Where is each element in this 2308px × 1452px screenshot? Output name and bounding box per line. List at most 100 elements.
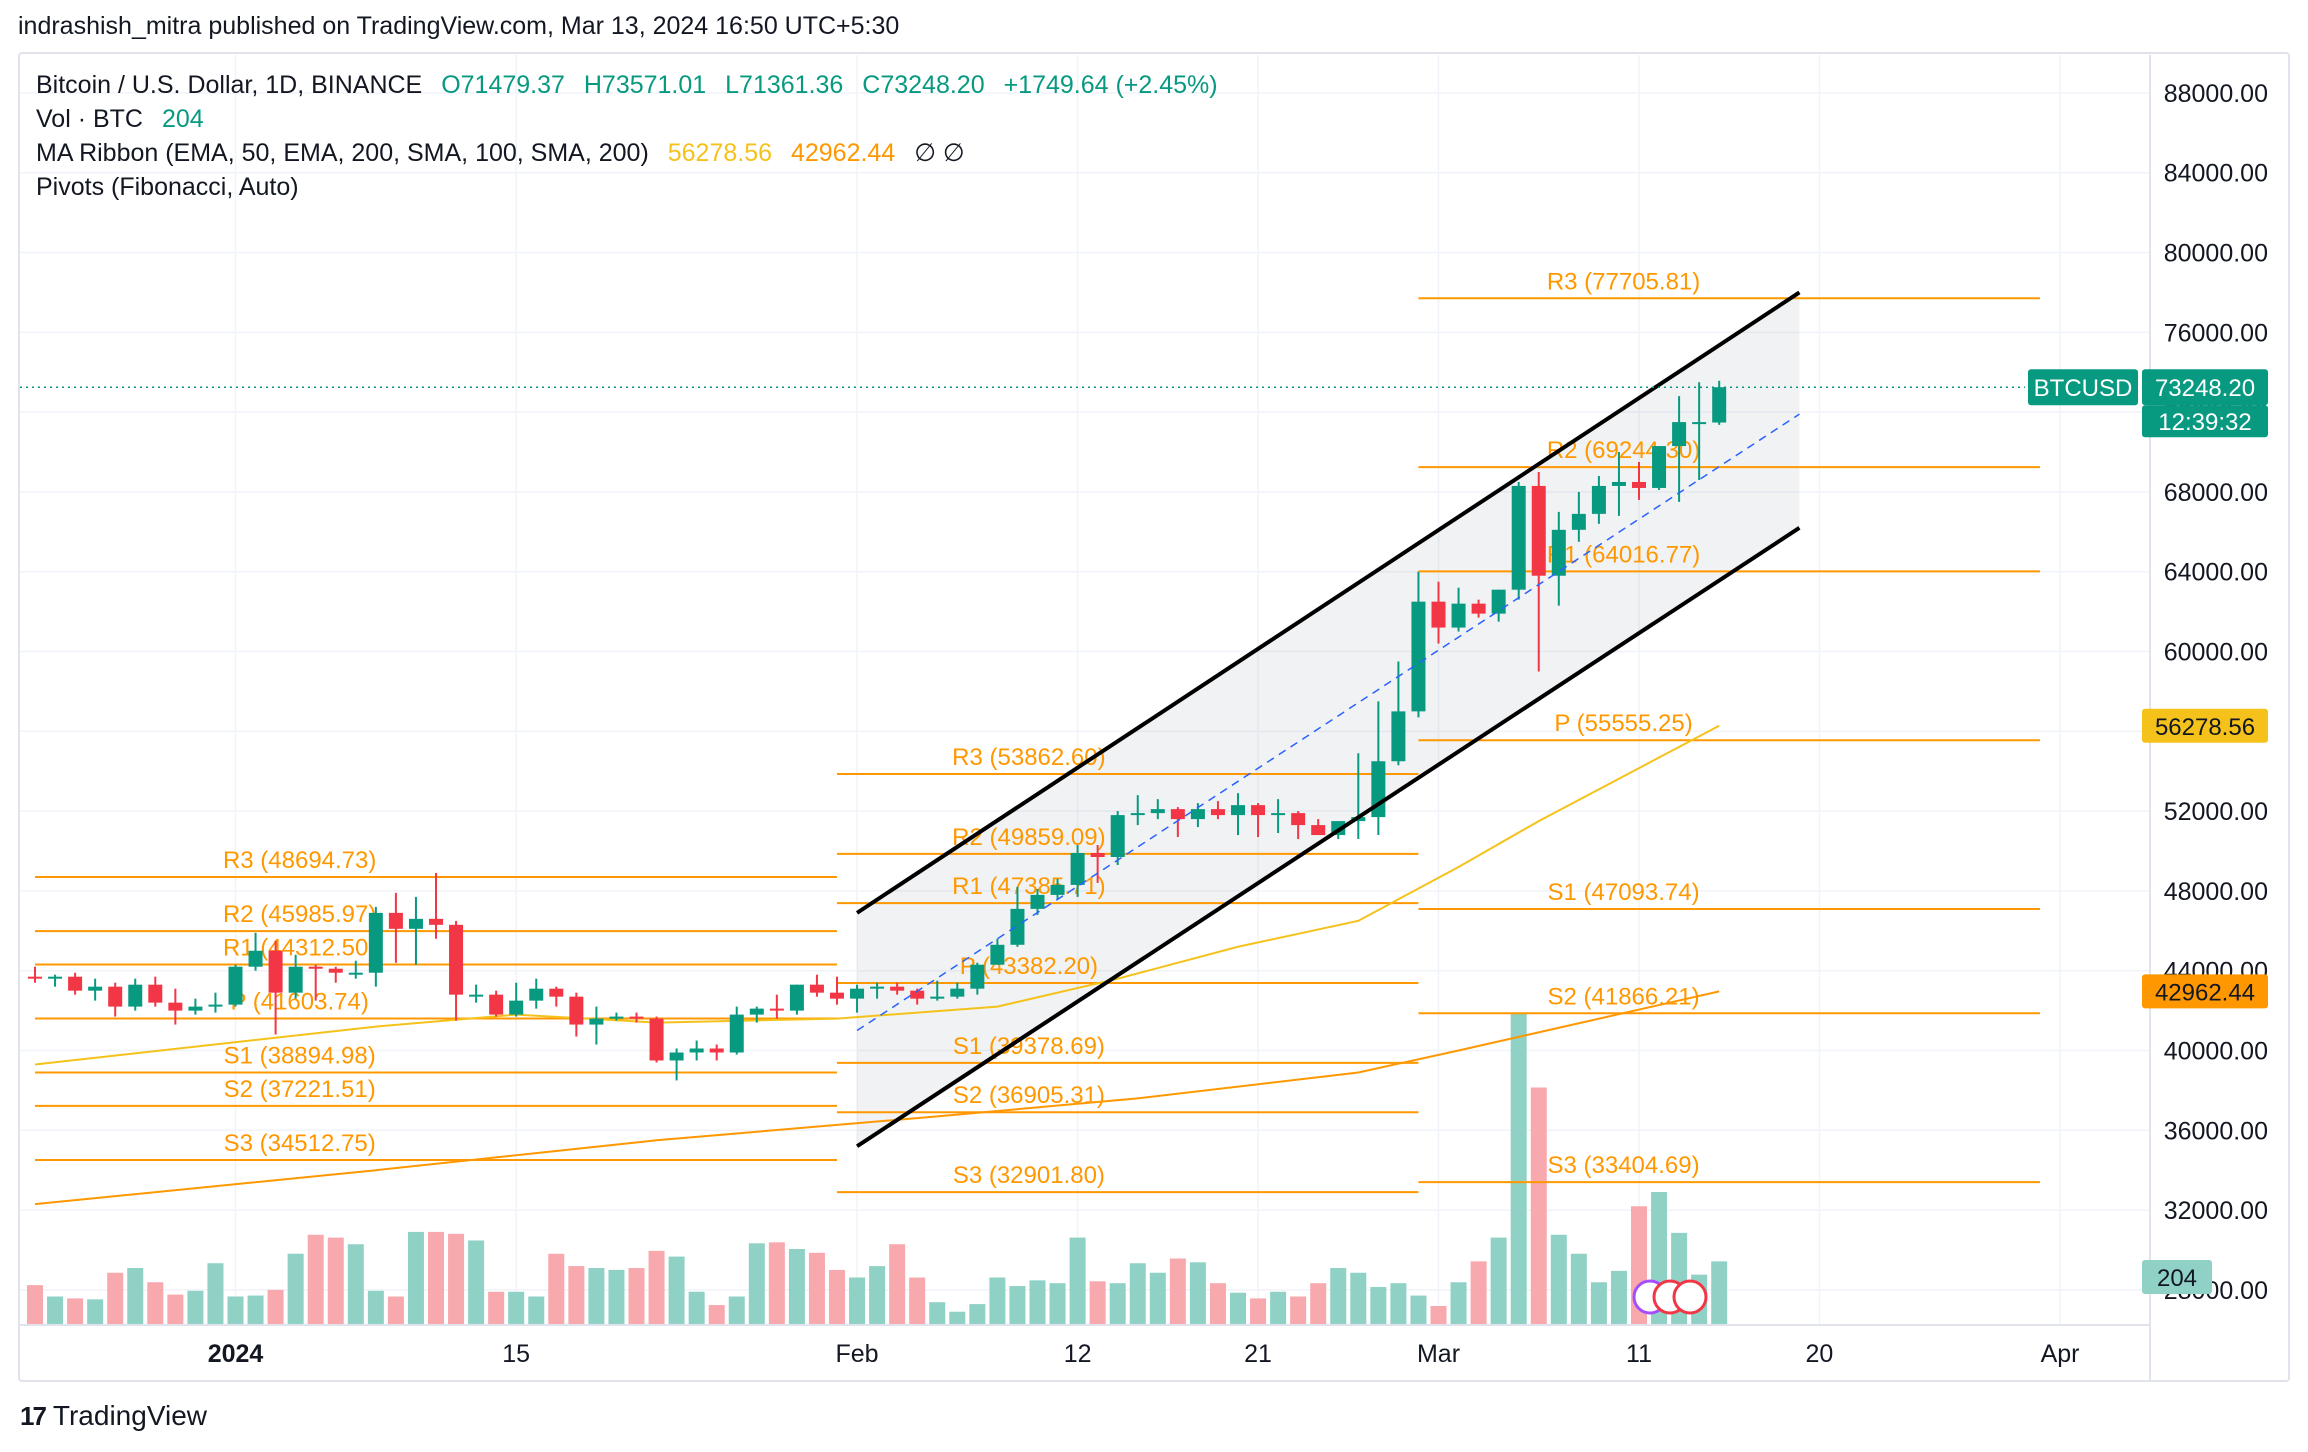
candle-body [1431,601,1446,628]
candle-body [589,1018,604,1025]
volume-bar [1290,1296,1307,1325]
volume-bar [849,1277,866,1325]
channel-lower-line [855,526,1801,1148]
candle-body [1030,894,1045,909]
candle-body [1451,603,1466,628]
candle-body [769,1008,784,1011]
candle-body [1090,853,1105,858]
volume-bar [1590,1282,1607,1325]
candle-body [1231,805,1245,816]
chart-frame [18,52,2290,1382]
candle-body [1311,825,1326,836]
y-tick-label: 76000.00 [2164,319,2268,347]
ma-empty-values: ∅ ∅ [914,139,965,167]
volume-bar [588,1268,605,1325]
x-tick-label: 11 [1626,1340,1652,1368]
x-tick-label: 15 [502,1340,530,1368]
candle-body [890,986,905,991]
volume-bar [1189,1262,1206,1325]
volume-bar [688,1291,705,1325]
volume-bar [1069,1237,1086,1325]
candle-body [609,1016,624,1019]
volume-bar [1711,1261,1728,1325]
x-tick-label: Feb [836,1340,879,1368]
y-tick-label: 84000.00 [2164,160,2268,188]
volume-bar [187,1290,204,1325]
y-tick-label: 60000.00 [2164,639,2268,667]
candle-body [1712,387,1727,423]
x-tick-label: 2024 [208,1340,264,1368]
candle-body [1190,809,1205,820]
x-tick-label: Apr [2041,1340,2080,1368]
volume-bar [668,1256,685,1325]
volume-bar [1550,1234,1567,1325]
candle-body [288,966,303,993]
volume-bar [748,1243,765,1325]
volume-bar [1430,1306,1447,1325]
candle-body [1070,853,1085,885]
candle-body [529,988,544,1001]
close-value: C73248.20 [862,71,985,99]
volume-bar [909,1277,926,1325]
volume-bar [448,1233,465,1325]
legend-volume-row[interactable]: Vol · BTC 204 [36,102,1230,136]
pivot-label: S3 (34512.75) [224,1130,376,1157]
candle-body [870,986,885,989]
candle-body [830,992,844,999]
chart-legend: Bitcoin / U.S. Dollar, 1D, BINANCE O7147… [36,68,1230,204]
legend-pivots-row[interactable]: Pivots (Fibonacci, Auto) [36,170,1230,204]
low-value: L71361.36 [725,71,844,99]
brand-name: TradingView [52,1400,208,1431]
candle-body [308,966,323,969]
volume-bar [1029,1280,1046,1325]
pivot-label: S3 (33404.69) [1548,1152,1700,1179]
ema50-tag: 56278.56 [2155,714,2255,741]
candle-body [1251,805,1266,816]
candle-body [489,994,504,1015]
high-value: H73571.01 [583,71,707,99]
x-tick-label: Mar [1417,1340,1460,1368]
pivot-label: R3 (53862.60) [952,744,1105,771]
volume-bar [508,1291,525,1325]
volume-bar [428,1231,444,1325]
candle-body [649,1018,664,1061]
last-price-tag: 73248.20 [2155,375,2255,402]
pivot-label: S1 (38894.98) [224,1043,376,1070]
legend-symbol-row[interactable]: Bitcoin / U.S. Dollar, 1D, BINANCE O7147… [36,68,1230,102]
volume-bar [387,1296,404,1325]
volume-bar [27,1285,43,1325]
symbol-tag-bg [2028,369,2138,406]
candle-body [1050,884,1065,895]
candle-body [669,1052,684,1061]
volume-bar [989,1277,1006,1325]
volume-bar [889,1244,906,1325]
candle-body [1531,485,1546,576]
volume-bar [1089,1281,1106,1325]
pivot-label: S3 (32901.80) [953,1162,1105,1189]
footer-brand[interactable]: 17 TradingView [20,1400,207,1432]
candle-body [48,976,63,979]
volume-bar [227,1296,244,1325]
volume-bar [1610,1270,1627,1325]
pivot-label: R1 (44312.50) [223,934,376,961]
volume-bar [1149,1272,1166,1325]
candle-body [749,1008,764,1015]
candle-body [368,912,383,973]
volume-bar [468,1240,485,1325]
ma-ribbon-label: MA Ribbon (EMA, 50, EMA, 200, SMA, 100, … [36,139,649,167]
pivots-label: Pivots (Fibonacci, Auto) [36,173,299,201]
candle-body [1611,481,1626,486]
candle-body [1672,422,1687,447]
candle-body [449,924,464,995]
volume-bar [969,1304,986,1325]
candle-body [1491,589,1506,614]
volume-bar [548,1253,565,1325]
candle-body [248,950,263,967]
candle-body [569,996,584,1025]
symbol-label[interactable]: Bitcoin / U.S. Dollar, 1D, BINANCE [36,71,423,99]
volume-bar [287,1253,304,1325]
candle-body [88,986,103,991]
legend-ma-row[interactable]: MA Ribbon (EMA, 50, EMA, 200, SMA, 100, … [36,136,1230,170]
candle-body [549,988,564,997]
